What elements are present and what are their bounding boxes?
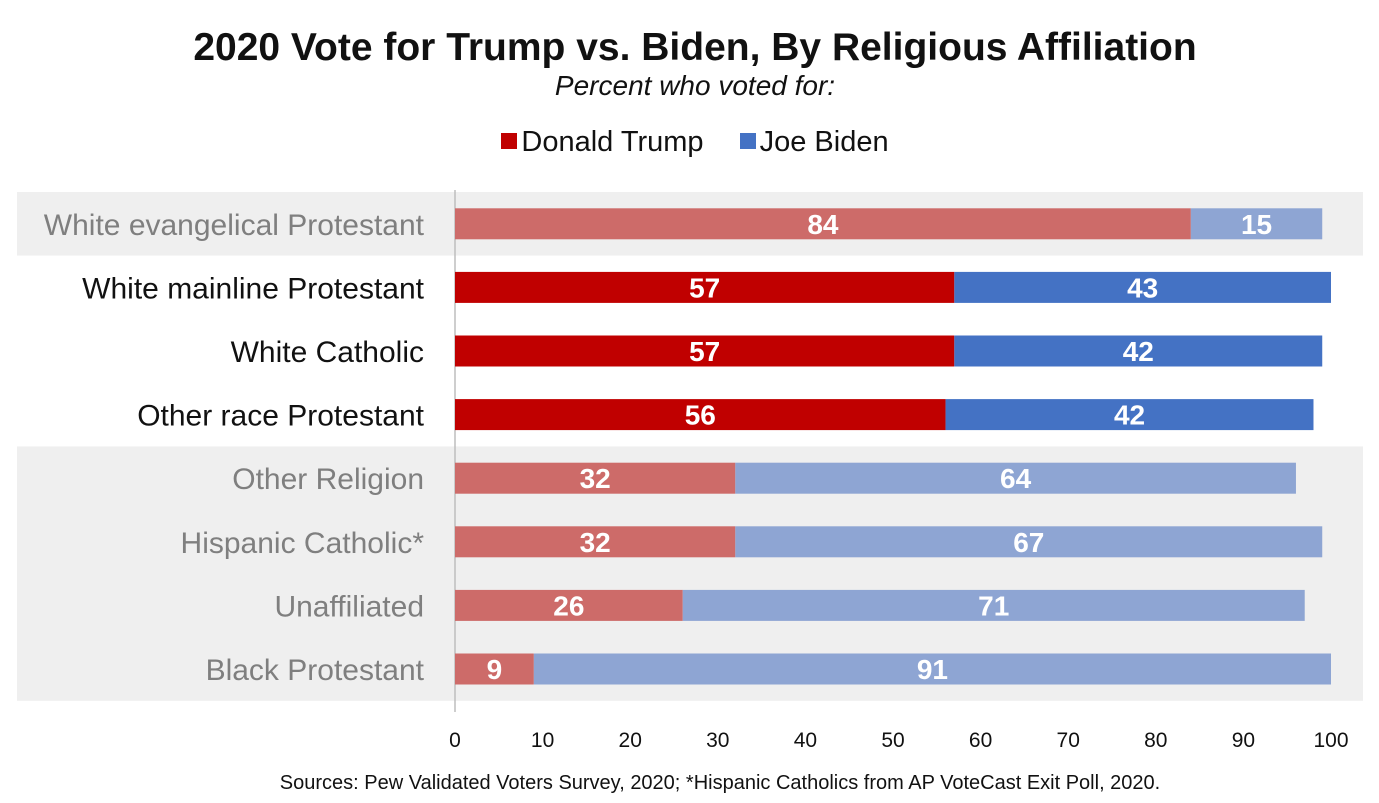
legend-swatch-trump (501, 133, 518, 149)
data-label-joe-biden-white-evangelical-protestant: 15 (1241, 209, 1272, 240)
category-label-other-race-protestant: Other race Protestant (137, 400, 424, 433)
category-label-unaffiliated: Unaffiliated (274, 590, 424, 623)
data-label-joe-biden-white-catholic: 42 (1123, 336, 1154, 367)
x-tick-label: 10 (531, 729, 554, 752)
data-label-donald-trump-hispanic-catholic: 32 (580, 527, 611, 558)
data-label-donald-trump-black-protestant: 9 (487, 654, 503, 685)
legend-item-trump: Donald Trump (501, 126, 704, 159)
source-note: Sources: Pew Validated Voters Survey, 20… (279, 772, 1161, 794)
x-tick-label: 30 (706, 729, 729, 752)
legend-label-trump: Donald Trump (521, 126, 704, 158)
data-label-donald-trump-white-evangelical-protestant: 84 (807, 209, 839, 240)
legend-label-biden: Joe Biden (759, 126, 889, 158)
legend-item-biden: Joe Biden (739, 126, 889, 159)
x-tick-label: 60 (969, 729, 992, 752)
bar-joe-biden-white-mainline-protestant (954, 271, 1331, 303)
x-tick-label: 0 (449, 729, 461, 752)
bar-donald-trump-other-religion (455, 462, 736, 494)
data-label-joe-biden-unaffiliated: 71 (978, 590, 1009, 621)
bar-joe-biden-unaffiliated (682, 589, 1305, 621)
data-label-donald-trump-unaffiliated: 26 (553, 590, 584, 621)
data-label-joe-biden-black-protestant: 91 (917, 654, 948, 685)
legend-swatch-biden (739, 133, 756, 149)
data-label-joe-biden-other-race-protestant: 42 (1114, 400, 1145, 431)
x-tick-label: 40 (794, 729, 817, 752)
bar-joe-biden-white-catholic (954, 335, 1323, 367)
category-label-hispanic-catholic: Hispanic Catholic* (181, 527, 425, 560)
bar-joe-biden-other-religion (735, 462, 1296, 494)
bar-joe-biden-hispanic-catholic (735, 526, 1323, 558)
category-label-white-catholic: White Catholic (231, 336, 424, 369)
data-label-donald-trump-white-catholic: 57 (689, 336, 720, 367)
data-label-donald-trump-other-religion: 32 (580, 463, 611, 494)
x-tick-label: 50 (881, 729, 904, 752)
bar-donald-trump-other-race-protestant (455, 399, 946, 431)
category-label-white-evangelical-protestant: White evangelical Protestant (44, 209, 425, 242)
bar-donald-trump-hispanic-catholic (455, 526, 736, 558)
data-label-joe-biden-white-mainline-protestant: 43 (1127, 272, 1158, 303)
category-label-black-protestant: Black Protestant (206, 654, 425, 687)
chart-subtitle: Percent who voted for: (554, 70, 836, 101)
x-tick-label: 80 (1144, 729, 1167, 752)
bar-donald-trump-black-protestant (455, 653, 534, 685)
x-tick-label: 20 (619, 729, 642, 752)
bar-joe-biden-black-protestant (533, 653, 1331, 685)
category-label-other-religion: Other Religion (232, 463, 424, 496)
data-label-joe-biden-hispanic-catholic: 67 (1013, 527, 1044, 558)
chart-title: 2020 Vote for Trump vs. Biden, By Religi… (193, 26, 1197, 69)
x-tick-label: 70 (1057, 729, 1080, 752)
legend: Donald Trump Joe Biden (0, 126, 1379, 159)
bar-joe-biden-white-evangelical-protestant (1190, 208, 1323, 240)
bar-donald-trump-white-mainline-protestant (455, 271, 955, 303)
bar-donald-trump-unaffiliated (455, 589, 683, 621)
x-tick-label: 90 (1232, 729, 1255, 752)
data-label-donald-trump-white-mainline-protestant: 57 (689, 272, 720, 303)
data-label-donald-trump-other-race-protestant: 56 (685, 400, 716, 431)
x-tick-label: 100 (1313, 729, 1348, 752)
bar-donald-trump-white-catholic (455, 335, 955, 367)
category-label-white-mainline-protestant: White mainline Protestant (82, 272, 424, 305)
bar-joe-biden-other-race-protestant (945, 399, 1314, 431)
bar-donald-trump-white-evangelical-protestant (455, 208, 1191, 240)
data-label-joe-biden-other-religion: 64 (1000, 463, 1032, 494)
